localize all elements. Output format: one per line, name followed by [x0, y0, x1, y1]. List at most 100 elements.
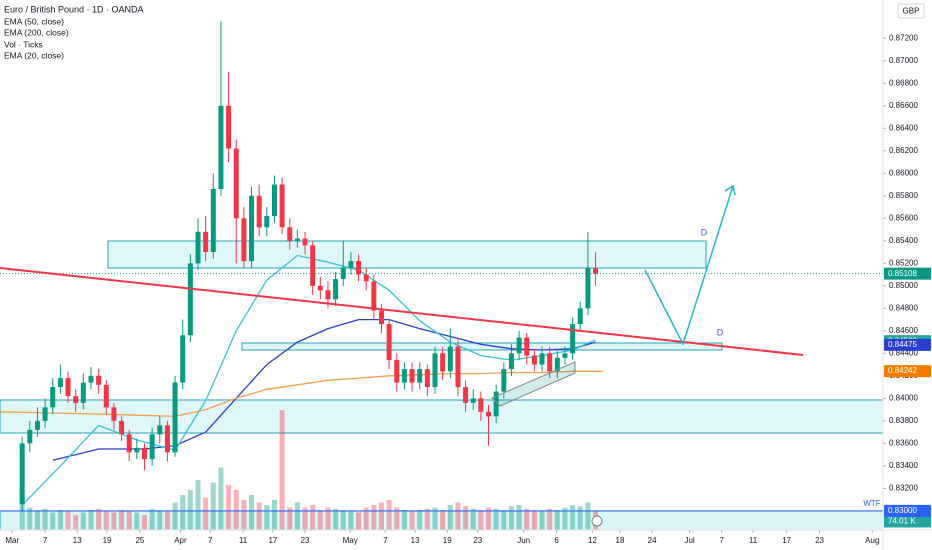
candle-body — [134, 447, 140, 453]
legend-entry[interactable]: Vol · Ticks — [4, 39, 43, 49]
candle-body — [539, 353, 545, 365]
volume-bar — [547, 508, 553, 530]
candle-body — [478, 398, 484, 412]
x-tick-label: 7 — [43, 536, 48, 545]
volume-bar — [570, 505, 576, 530]
annotation: D — [717, 327, 724, 337]
x-tick-label: 13 — [411, 536, 420, 545]
y-tick-label: 0.84000 — [889, 393, 918, 402]
candle-body — [554, 357, 560, 372]
y-tick-label: 0.86200 — [889, 146, 918, 155]
candle-body — [440, 353, 446, 372]
volume-bar — [103, 511, 109, 530]
volume-bar — [371, 505, 377, 530]
candle-body — [577, 308, 583, 325]
candle-body — [394, 360, 400, 383]
y-tick-label: 0.84600 — [889, 326, 918, 335]
volume-bar — [57, 510, 63, 530]
volume-bar — [493, 508, 499, 530]
candle-body — [593, 267, 599, 274]
candle-body — [195, 231, 201, 264]
volume-bar — [172, 502, 178, 530]
projection-path — [644, 185, 734, 346]
volume-bar — [294, 502, 300, 530]
y-tick-label: 0.86800 — [889, 78, 918, 87]
candle-body — [126, 434, 132, 453]
candle-body — [463, 387, 469, 403]
x-tick-label: May — [343, 536, 358, 545]
volume-bar — [409, 511, 415, 530]
candle-body — [42, 407, 48, 421]
legend: Euro / British Pound · 1D · OANDA EMA (5… — [4, 4, 144, 60]
legend-entry[interactable]: EMA (20, close) — [4, 50, 64, 60]
candle-body — [547, 353, 553, 372]
candle-body — [340, 267, 346, 280]
volume-bar — [516, 505, 522, 530]
volume-bar — [531, 510, 537, 530]
volume-bar — [195, 480, 201, 530]
currency-box[interactable] — [897, 3, 925, 19]
volume-bar — [356, 512, 362, 530]
candle-body — [249, 195, 255, 262]
volume-bar — [524, 508, 530, 530]
axes: 0.83200 0.83400 0.83600 0.83800 0.84000 0.842… — [5, 33, 931, 545]
candle-body — [325, 290, 331, 300]
volume-bar — [432, 507, 438, 530]
volume-bar — [187, 490, 193, 530]
volume-bar — [562, 507, 568, 530]
candle-body — [585, 267, 591, 309]
candle-body — [271, 184, 277, 217]
price-tag — [884, 267, 931, 280]
candle-body — [264, 216, 270, 228]
price-tag — [884, 365, 931, 378]
candle-body — [424, 369, 430, 388]
candle-body — [371, 281, 377, 311]
candle-body — [103, 384, 109, 408]
candle-body — [187, 263, 193, 336]
volume-bar — [249, 495, 255, 530]
volume-bar — [271, 500, 277, 530]
candle-body — [531, 355, 537, 365]
y-tick-label: 0.86600 — [889, 101, 918, 110]
volume-bar — [27, 507, 33, 530]
candle-body — [570, 324, 576, 354]
price-tag-label: 0.84242 — [888, 366, 917, 375]
currency: GBP — [903, 7, 920, 16]
candle-body — [65, 378, 71, 397]
volume-bar — [386, 500, 392, 530]
candle-body — [141, 447, 147, 460]
y-tick-label: 0.85600 — [889, 213, 918, 222]
volume-bar — [96, 508, 102, 530]
candle-body — [34, 420, 40, 430]
y-tick-label: 0.86000 — [889, 168, 918, 177]
volume-bar — [348, 511, 354, 530]
volume-bar — [486, 507, 492, 530]
candle-body — [226, 105, 232, 149]
x-tick-label: 7 — [719, 536, 724, 545]
volume-bar — [440, 510, 446, 530]
candle-body — [486, 411, 492, 417]
event-icon[interactable] — [591, 515, 603, 527]
volume-bar — [119, 510, 125, 530]
volume-bar — [310, 505, 316, 530]
candle-body — [119, 420, 125, 435]
volume-bar — [508, 506, 514, 530]
candle-body — [210, 189, 216, 253]
x-tick-label: 7 — [208, 536, 213, 545]
candle-body — [378, 310, 384, 325]
legend-entry[interactable]: EMA (200, close) — [4, 27, 69, 37]
candle-body — [516, 337, 522, 354]
volume-bar — [164, 511, 170, 530]
volume-bar — [363, 507, 369, 530]
candle-body — [294, 238, 300, 241]
legend-entry[interactable]: EMA (50, close) — [4, 16, 64, 26]
volume-bar — [478, 510, 484, 530]
candle-body — [157, 425, 163, 435]
ema-line — [0, 370, 604, 417]
price-tag — [884, 504, 931, 517]
y-tick-label: 0.87000 — [889, 56, 918, 65]
x-tick-label: 17 — [268, 536, 277, 545]
candle-body — [333, 279, 339, 300]
candle-body — [241, 218, 247, 262]
volume-bar — [256, 502, 262, 530]
